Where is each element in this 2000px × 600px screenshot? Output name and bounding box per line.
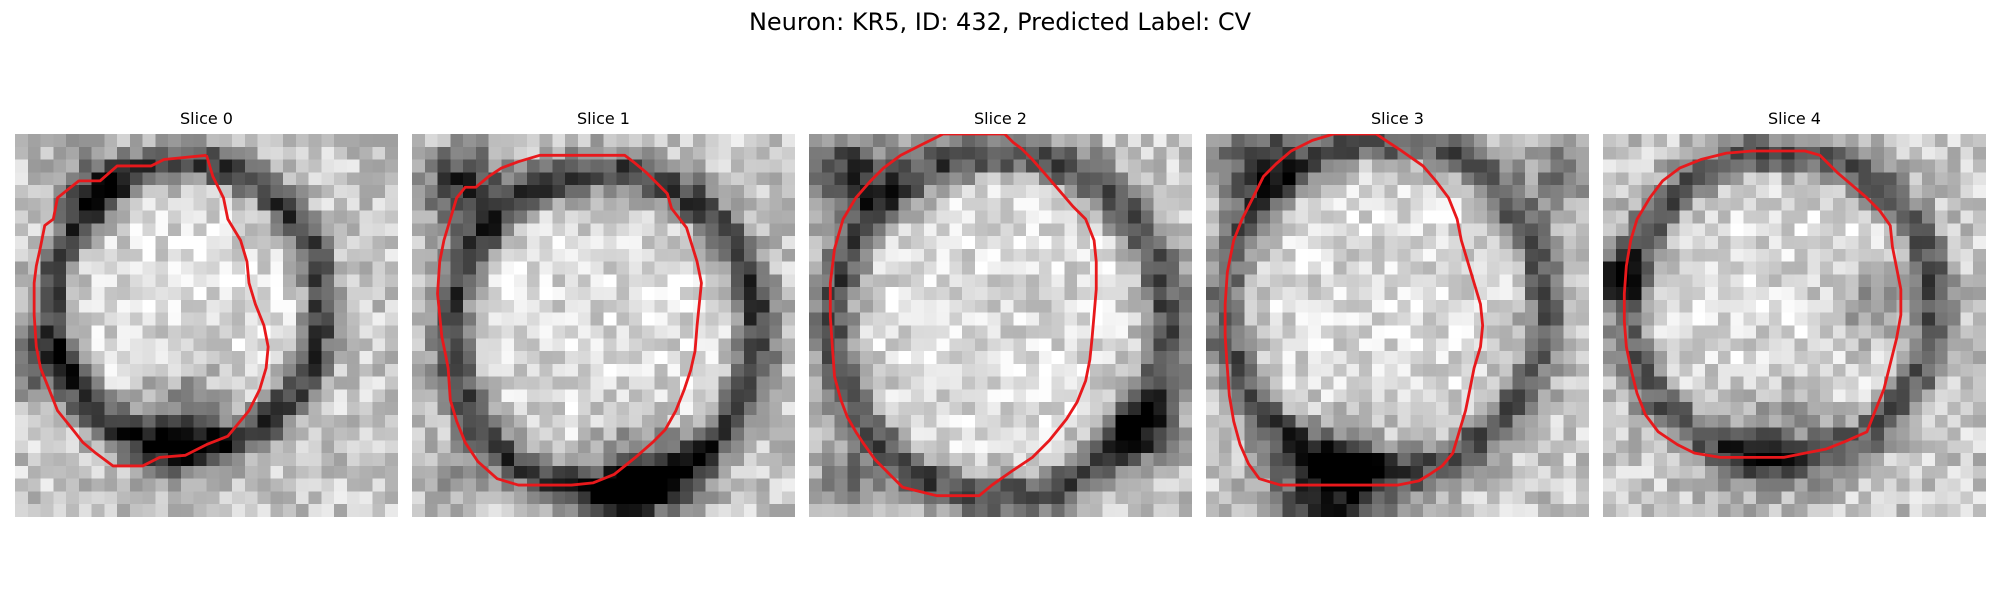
- segmentation-contour: [1223, 134, 1485, 487]
- panel-title: Slice 2: [974, 109, 1027, 128]
- slice-2-pixels: [809, 134, 1192, 517]
- slice-4-image: [1603, 134, 1986, 517]
- figure-title: Neuron: KR5, ID: 432, Predicted Label: C…: [748, 8, 1252, 36]
- slice-0-contour: [32, 153, 270, 468]
- segmentation-contour: [32, 153, 270, 468]
- segmentation-contour: [828, 134, 1098, 498]
- panel-slice-1: Slice 1: [412, 108, 795, 517]
- slice-2-contour: [828, 134, 1098, 498]
- slice-3-pixels: [1206, 134, 1589, 517]
- panel-slice-0: Slice 0: [15, 108, 398, 517]
- slice-1-image: [412, 134, 795, 517]
- slice-3-image: [1206, 134, 1589, 517]
- segmentation-contour: [1622, 149, 1903, 459]
- panel-title: Slice 0: [180, 109, 233, 128]
- slice-4-contour: [1622, 149, 1903, 459]
- slice-0-pixels: [15, 134, 398, 517]
- slice-2-image: [809, 134, 1192, 517]
- panel-title: Slice 3: [1371, 109, 1424, 128]
- panel-slice-2: Slice 2: [809, 108, 1192, 517]
- panel-title: Slice 1: [577, 109, 630, 128]
- slice-3-contour: [1223, 134, 1485, 487]
- panel-slice-4: Slice 4: [1603, 108, 1986, 517]
- slice-1-pixels: [412, 134, 795, 517]
- panel-title: Slice 4: [1768, 109, 1821, 128]
- slice-4-pixels: [1603, 134, 1986, 517]
- segmentation-contour: [436, 153, 703, 487]
- panel-slice-3: Slice 3: [1206, 108, 1589, 517]
- slice-0-image: [15, 134, 398, 517]
- slice-1-contour: [436, 153, 703, 487]
